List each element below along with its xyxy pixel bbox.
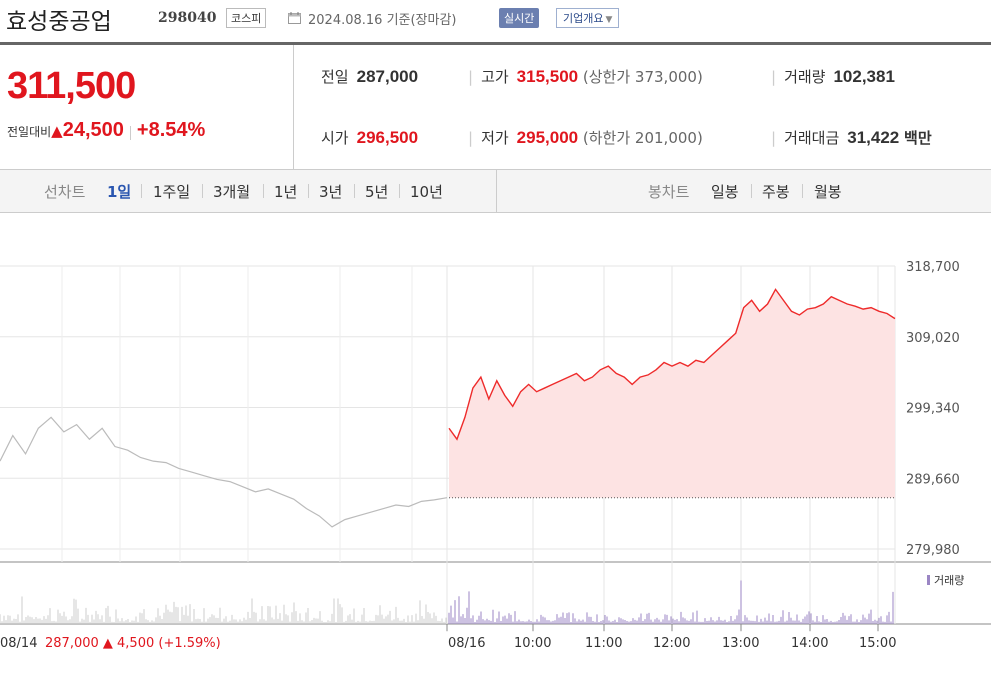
- tab-weekly-candle[interactable]: 주봉: [762, 183, 790, 201]
- up-arrow-icon: ▲: [51, 122, 63, 140]
- x-axis-ticks: 08/16 10:00 11:00 12:00 13:00 14:00 15:00: [446, 624, 896, 651]
- chevron-down-icon: ▼: [605, 15, 613, 25]
- x-tick-label: 12:00: [653, 636, 690, 651]
- prev-close: 전일 287,000: [321, 66, 418, 87]
- x-tick-label: 10:00: [514, 636, 551, 651]
- chart-tabs: 선차트 1일 1주일 3개월 1년 3년 5년 10년 봉차트 일봉 주봉 월봉: [0, 170, 991, 213]
- tab-3month[interactable]: 3개월: [213, 183, 251, 201]
- divider: |: [468, 68, 474, 86]
- volume-legend-label: 거래량: [934, 574, 964, 587]
- y-tick-label: 318,700: [906, 260, 960, 275]
- y-axis-ticks: 318,700 309,020 299,340 289,660 279,980: [906, 260, 960, 558]
- divider: [496, 170, 497, 212]
- y-tick-label: 299,340: [906, 402, 960, 417]
- divider: [263, 184, 264, 198]
- y-tick-label: 279,980: [906, 543, 960, 558]
- divider: [293, 45, 294, 169]
- volume-label: 거래량: [784, 68, 826, 86]
- today-fill-area: [449, 289, 895, 498]
- x-tick-label: 14:00: [791, 636, 828, 651]
- prev-day-date: 08/14: [0, 636, 37, 651]
- calendar-icon: [288, 12, 301, 24]
- low-value: 295,000: [516, 128, 579, 147]
- x-tick-label: 08/16: [448, 636, 485, 651]
- price-chart[interactable]: 318,700 309,020 299,340 289,660 279,980 08/1…: [0, 212, 991, 680]
- lower-limit: (하한가 201,000): [582, 129, 703, 147]
- prev-close-value: 287,000: [356, 67, 419, 86]
- divider: [141, 184, 142, 198]
- x-tick-label: 13:00: [722, 636, 759, 651]
- divider: [354, 184, 355, 198]
- tab-3year[interactable]: 3년: [319, 183, 343, 201]
- candle-chart-label: 봉차트: [648, 183, 690, 201]
- today-price-line: [448, 288, 896, 441]
- divider: [202, 184, 203, 198]
- divider: [308, 184, 309, 198]
- line-chart-label: 선차트: [44, 183, 86, 201]
- open-value: 296,500: [356, 128, 419, 147]
- prev-close-label: 전일: [321, 68, 349, 86]
- tab-1week[interactable]: 1주일: [153, 183, 191, 201]
- tab-daily-candle[interactable]: 일봉: [711, 183, 739, 201]
- company-name[interactable]: 효성중공업: [6, 9, 112, 35]
- tab-monthly-candle[interactable]: 월봉: [814, 183, 842, 201]
- x-tick-label: 15:00: [859, 636, 896, 651]
- volume-bars: [0, 580, 894, 624]
- tab-1day[interactable]: 1일: [107, 183, 132, 201]
- current-price: 311,500: [7, 65, 136, 107]
- volume-legend-swatch: [927, 575, 930, 585]
- market-badge: 코스피: [226, 8, 267, 28]
- prev-day-info: 287,000 ▲ 4,500 (+1.59%): [45, 636, 221, 651]
- volume-legend: 거래량: [927, 574, 964, 587]
- x-tick-label: 11:00: [585, 636, 622, 651]
- low-label: 저가: [481, 129, 509, 147]
- divider: |: [468, 129, 474, 147]
- header-divider: [0, 42, 991, 45]
- divider: [129, 125, 131, 140]
- y-tick-label: 289,660: [906, 472, 960, 487]
- volume: | 거래량 102,381: [771, 66, 895, 87]
- prev-day-line: [0, 416, 448, 528]
- tab-10year[interactable]: 10년: [410, 183, 443, 201]
- divider: [751, 184, 752, 198]
- tab-5year[interactable]: 5년: [365, 183, 389, 201]
- corp-info-label: 기업개요: [563, 12, 604, 25]
- amount-unit: 백만: [904, 130, 932, 147]
- divider: |: [771, 129, 777, 147]
- price-change: 전일대비▲24,500 +8.54%: [7, 119, 205, 142]
- divider: |: [771, 68, 777, 86]
- open-label: 시가: [321, 129, 349, 147]
- quote-panel: 311,500 전일대비▲24,500 +8.54% 전일 287,000 | 고가 3…: [0, 45, 991, 170]
- high-price: | 고가 315,500 (상한가 373,000): [468, 66, 703, 87]
- stock-header: 효성중공업 298040 코스피 2024.08.16 기준(장마감) 실시간 …: [0, 0, 991, 42]
- amount-label: 거래대금: [784, 129, 840, 147]
- high-label: 고가: [481, 68, 509, 86]
- diff-label: 전일대비: [7, 125, 52, 139]
- diff-value: 24,500: [62, 119, 124, 141]
- change-rate: +8.54%: [136, 119, 206, 141]
- amount-value: 31,422: [847, 128, 900, 147]
- y-tick-label: 309,020: [906, 331, 960, 346]
- divider: [802, 184, 803, 198]
- upper-limit: (상한가 373,000): [582, 68, 703, 86]
- realtime-button[interactable]: 실시간: [499, 8, 540, 28]
- volume-value: 102,381: [833, 67, 895, 86]
- base-date: 2024.08.16 기준(장마감): [308, 13, 457, 28]
- low-price: | 저가 295,000 (하한가 201,000): [468, 127, 703, 148]
- stock-code: 298040: [158, 10, 217, 26]
- trade-amount: | 거래대금 31,422 백만: [771, 127, 932, 148]
- tab-1year[interactable]: 1년: [274, 183, 298, 201]
- divider: [399, 184, 400, 198]
- high-value: 315,500: [516, 67, 579, 86]
- corp-info-dropdown[interactable]: 기업개요 ▼: [556, 8, 620, 28]
- open-price: 시가 296,500: [321, 127, 418, 148]
